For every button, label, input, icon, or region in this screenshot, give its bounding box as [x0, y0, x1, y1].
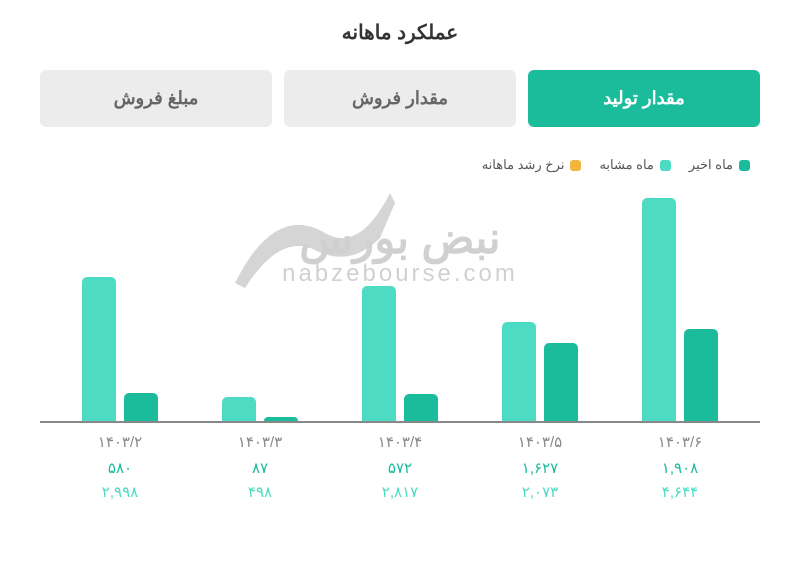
bar-series2 — [642, 198, 676, 421]
chart-area: نبض بورس nabzebourse.com ۱۴۰۳/۲۵۸۰۲,۹۹۸۱… — [40, 183, 760, 564]
bar-series1 — [264, 417, 298, 421]
legend-label: ماه اخیر — [689, 157, 733, 173]
bar-group — [470, 183, 610, 421]
bar-series2 — [362, 286, 396, 421]
tab-sales-amount[interactable]: مقدار فروش — [284, 70, 516, 127]
value-series1: ۵۷۲ — [330, 459, 470, 477]
tab-sales-price[interactable]: مبلغ فروش — [40, 70, 272, 127]
bar-series1 — [684, 329, 718, 421]
value-series1: ۱,۶۲۷ — [470, 459, 610, 477]
legend-swatch — [660, 160, 671, 171]
category-label: ۱۴۰۳/۲ — [50, 433, 190, 451]
bar-series2 — [82, 277, 116, 421]
value-series2: ۴,۶۴۴ — [610, 483, 750, 501]
bar-series2 — [222, 397, 256, 421]
label-column: ۱۴۰۳/۴ ۵۷۲ ۲,۸۱۷ — [330, 423, 470, 501]
bar-group — [50, 183, 190, 421]
legend-item-growth: نرخ رشد ماهانه — [482, 157, 582, 173]
page-title: عملکرد ماهانه — [40, 20, 760, 45]
legend-item-recent: ماه اخیر — [689, 157, 750, 173]
value-series1: ۱,۹۰۸ — [610, 459, 750, 477]
category-label: ۱۴۰۳/۳ — [190, 433, 330, 451]
category-label: ۱۴۰۳/۴ — [330, 433, 470, 451]
tab-bar: مقدار تولید مقدار فروش مبلغ فروش — [40, 70, 760, 127]
bar-series1 — [544, 343, 578, 421]
bar-series1 — [404, 394, 438, 421]
bar-group — [190, 183, 330, 421]
label-column: ۱۴۰۳/۶ ۱,۹۰۸ ۴,۶۴۴ — [610, 423, 750, 501]
label-column: ۱۴۰۳/۳ ۸۷ ۴۹۸ — [190, 423, 330, 501]
value-series1: ۵۸۰ — [50, 459, 190, 477]
value-series2: ۲,۸۱۷ — [330, 483, 470, 501]
tab-production-amount[interactable]: مقدار تولید — [528, 70, 760, 127]
bar-series2 — [502, 322, 536, 422]
bar-group — [330, 183, 470, 421]
value-series2: ۲,۹۹۸ — [50, 483, 190, 501]
chart-legend: ماه اخیر ماه مشابه نرخ رشد ماهانه — [40, 157, 760, 173]
bar-group — [610, 183, 750, 421]
legend-swatch — [739, 160, 750, 171]
category-label: ۱۴۰۳/۶ — [610, 433, 750, 451]
bar-series1 — [124, 393, 158, 421]
x-axis-labels: ۱۴۰۳/۲۵۸۰۲,۹۹۸۱۴۰۳/۳۸۷۴۹۸۱۴۰۳/۴۵۷۲۲,۸۱۷۱… — [40, 423, 760, 501]
legend-swatch — [570, 160, 581, 171]
category-label: ۱۴۰۳/۵ — [470, 433, 610, 451]
bar-chart — [40, 183, 760, 423]
legend-label: نرخ رشد ماهانه — [482, 157, 565, 173]
legend-label: ماه مشابه — [599, 157, 653, 173]
legend-item-similar: ماه مشابه — [599, 157, 670, 173]
value-series1: ۸۷ — [190, 459, 330, 477]
label-column: ۱۴۰۳/۲ ۵۸۰ ۲,۹۹۸ — [50, 423, 190, 501]
label-column: ۱۴۰۳/۵ ۱,۶۲۷ ۲,۰۷۳ — [470, 423, 610, 501]
value-series2: ۲,۰۷۳ — [470, 483, 610, 501]
value-series2: ۴۹۸ — [190, 483, 330, 501]
